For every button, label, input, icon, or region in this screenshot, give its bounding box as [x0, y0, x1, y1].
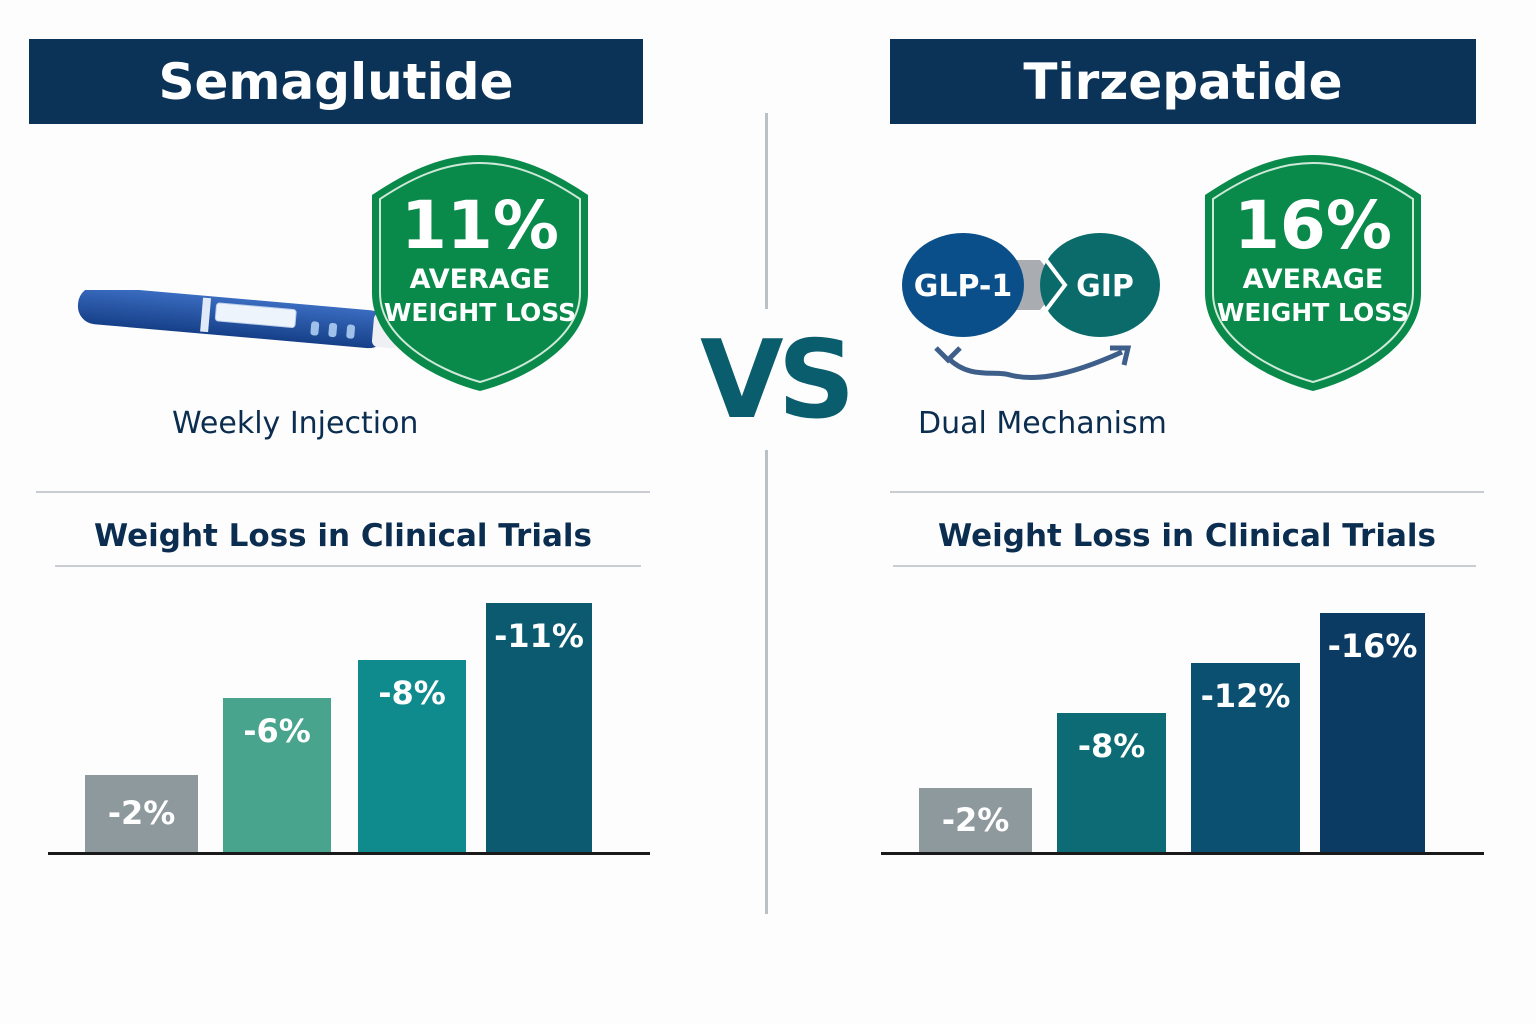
- bar-label: -6%: [243, 712, 311, 751]
- section-divider: [36, 491, 650, 493]
- divider-top: [765, 113, 768, 309]
- bar-label: -2%: [941, 800, 1010, 839]
- glp1-label: GLP-1: [914, 269, 1013, 304]
- bar: -2%: [85, 774, 198, 853]
- gip-circle: [1040, 233, 1160, 337]
- chart-left: -2% -6% -8% -11%: [48, 560, 650, 853]
- bar-label: -11%: [494, 617, 584, 655]
- bar-label: -12%: [1200, 677, 1291, 715]
- bar: -8%: [358, 660, 466, 853]
- bar-label: -16%: [1327, 627, 1418, 665]
- bar: -12%: [1191, 663, 1300, 853]
- chart-title-right: Weight Loss in Clinical Trials: [938, 518, 1436, 554]
- x-axis-left: [48, 852, 650, 855]
- badge-line1: AVERAGE: [1243, 264, 1384, 295]
- chart-right: -2% -8% -12% -16%: [881, 560, 1484, 853]
- badge-line2: WEIGHT LOSS: [384, 298, 576, 327]
- bar-label: -2%: [107, 793, 176, 832]
- badge-value: 11%: [401, 187, 559, 264]
- badge-value: 16%: [1234, 187, 1392, 264]
- dual-arrows-icon: [934, 345, 1132, 381]
- chart-title-left: Weight Loss in Clinical Trials: [94, 518, 592, 554]
- bar: -8%: [1057, 713, 1166, 853]
- bar: -6%: [223, 698, 331, 853]
- bar: -16%: [1320, 613, 1425, 853]
- divider-bottom: [765, 450, 768, 914]
- gip-label: GIP: [1076, 269, 1134, 304]
- title-underline: [55, 565, 641, 567]
- badge-line2: WEIGHT LOSS: [1217, 298, 1409, 327]
- tirzepatide-badge: 16% AVERAGE WEIGHT LOSS: [1205, 155, 1421, 391]
- badge-line1: AVERAGE: [410, 264, 551, 295]
- glp1-circle: [902, 233, 1024, 337]
- semaglutide-caption: Weekly Injection: [172, 406, 419, 441]
- dual-mechanism-diagram: GLP-1 GIP: [902, 233, 1160, 381]
- x-axis-right: [881, 852, 1484, 855]
- tirzepatide-caption: Dual Mechanism: [918, 406, 1167, 441]
- tirzepatide-header: Tirzepatide: [890, 39, 1476, 124]
- bar-label: -8%: [1077, 727, 1146, 765]
- semaglutide-badge: 11% AVERAGE WEIGHT LOSS: [372, 155, 588, 391]
- semaglutide-header: Semaglutide: [29, 39, 643, 124]
- vs-label: VS: [700, 318, 855, 443]
- bar-label: -8%: [378, 674, 446, 713]
- title-underline: [893, 565, 1476, 567]
- bar: -11%: [486, 603, 592, 853]
- bar: -2%: [919, 788, 1032, 853]
- section-divider: [890, 491, 1484, 493]
